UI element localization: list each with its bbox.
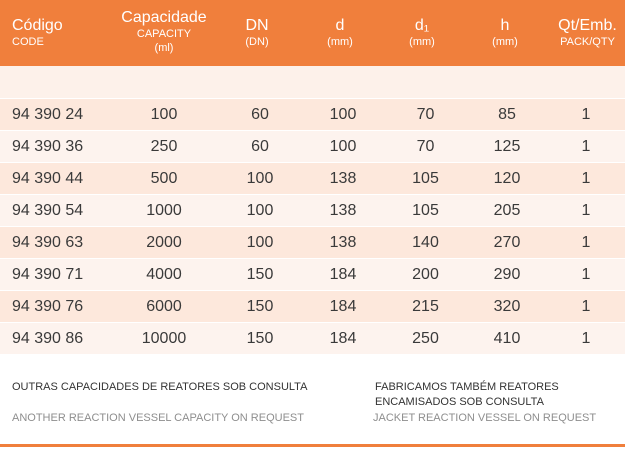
cell-code: 94 390 36 xyxy=(0,130,110,163)
cell-dn: 100 xyxy=(218,162,302,195)
header-dn: DN (DN) xyxy=(245,17,269,48)
table-row: 94 390 63 2000 100 138 140 270 1 xyxy=(0,226,625,259)
cell-qty: 1 xyxy=(547,290,625,323)
cell-h: 125 xyxy=(467,130,547,163)
cell-d: 100 xyxy=(302,99,384,131)
cell-code: 94 390 24 xyxy=(0,99,110,131)
cell-dn: 150 xyxy=(218,290,302,323)
header-code: Código CODE xyxy=(12,17,63,48)
cell-code: 94 390 71 xyxy=(0,258,110,291)
table-row: 94 390 54 1000 100 138 105 205 1 xyxy=(0,194,625,227)
cell-d1: 70 xyxy=(384,130,467,163)
cell-h: 290 xyxy=(467,258,547,291)
cell-h: 120 xyxy=(467,162,547,195)
cell-code: 94 390 76 xyxy=(0,290,110,323)
header-capacity: Capacidade CAPACITY (ml) xyxy=(121,9,207,54)
cell-code: 94 390 44 xyxy=(0,162,110,195)
cell-code: 94 390 86 xyxy=(0,322,110,355)
note-jacketed-en: JACKET REACTION VESSEL ON REQUEST xyxy=(373,412,597,424)
cell-d1: 105 xyxy=(384,194,467,227)
cell-h: 85 xyxy=(467,99,547,131)
product-table: 94 390 24 100 60 100 70 85 1 94 390 36 2… xyxy=(0,99,625,355)
cell-capacity: 1000 xyxy=(110,194,218,227)
cell-qty: 1 xyxy=(547,194,625,227)
cell-qty: 1 xyxy=(547,162,625,195)
table-row: 94 390 86 10000 150 184 250 410 1 xyxy=(0,322,625,355)
cell-d: 138 xyxy=(302,194,384,227)
cell-d: 100 xyxy=(302,130,384,163)
cell-dn: 150 xyxy=(218,258,302,291)
cell-capacity: 2000 xyxy=(110,226,218,259)
cell-capacity: 10000 xyxy=(110,322,218,355)
cell-dn: 150 xyxy=(218,322,302,355)
cell-dn: 60 xyxy=(218,99,302,131)
cell-capacity: 4000 xyxy=(110,258,218,291)
cell-d: 184 xyxy=(302,322,384,355)
cell-qty: 1 xyxy=(547,226,625,259)
cell-d1: 215 xyxy=(384,290,467,323)
cell-code: 94 390 54 xyxy=(0,194,110,227)
table-row: 94 390 24 100 60 100 70 85 1 xyxy=(0,99,625,131)
cell-h: 410 xyxy=(467,322,547,355)
cell-dn: 100 xyxy=(218,226,302,259)
note-other-capacities-pt: OUTRAS CAPACIDADES DE REATORES SOB CONSU… xyxy=(12,381,308,393)
cell-h: 270 xyxy=(467,226,547,259)
cell-h: 205 xyxy=(467,194,547,227)
cell-d: 138 xyxy=(302,226,384,259)
cell-qty: 1 xyxy=(547,99,625,131)
cell-qty: 1 xyxy=(547,130,625,163)
cell-capacity: 6000 xyxy=(110,290,218,323)
note-other-capacities-en: ANOTHER REACTION VESSEL CAPACITY ON REQU… xyxy=(12,412,304,424)
cell-dn: 60 xyxy=(218,130,302,163)
table-row: 94 390 76 6000 150 184 215 320 1 xyxy=(0,290,625,323)
header-h: h (mm) xyxy=(492,17,518,48)
header-d: d (mm) xyxy=(327,17,353,48)
cell-code: 94 390 63 xyxy=(0,226,110,259)
table-row: 94 390 36 250 60 100 70 125 1 xyxy=(0,130,625,163)
cell-d1: 200 xyxy=(384,258,467,291)
table-header: Código CODE Capacidade CAPACITY (ml) DN … xyxy=(0,0,625,66)
cell-d1: 140 xyxy=(384,226,467,259)
cell-capacity: 100 xyxy=(110,99,218,131)
cell-qty: 1 xyxy=(547,258,625,291)
cell-dn: 100 xyxy=(218,194,302,227)
table-row: 94 390 44 500 100 138 105 120 1 xyxy=(0,162,625,195)
cell-d: 184 xyxy=(302,258,384,291)
cell-capacity: 500 xyxy=(110,162,218,195)
cell-d: 138 xyxy=(302,162,384,195)
table-row: 94 390 71 4000 150 184 200 290 1 xyxy=(0,258,625,291)
bottom-divider xyxy=(0,444,625,447)
cell-capacity: 250 xyxy=(110,130,218,163)
header-spacer xyxy=(0,66,625,98)
cell-d1: 250 xyxy=(384,322,467,355)
cell-d1: 105 xyxy=(384,162,467,195)
header-d1: d₁ (mm) xyxy=(409,17,435,48)
note-jacketed-pt-line2: ENCAMISADOS SOB CONSULTA xyxy=(375,396,544,408)
note-jacketed-pt-line1: FABRICAMOS TAMBÉM REATORES xyxy=(375,381,559,393)
cell-d1: 70 xyxy=(384,99,467,131)
cell-qty: 1 xyxy=(547,322,625,355)
header-pack: Qt/Emb. PACK/QTY xyxy=(558,17,617,48)
cell-h: 320 xyxy=(467,290,547,323)
cell-d: 184 xyxy=(302,290,384,323)
